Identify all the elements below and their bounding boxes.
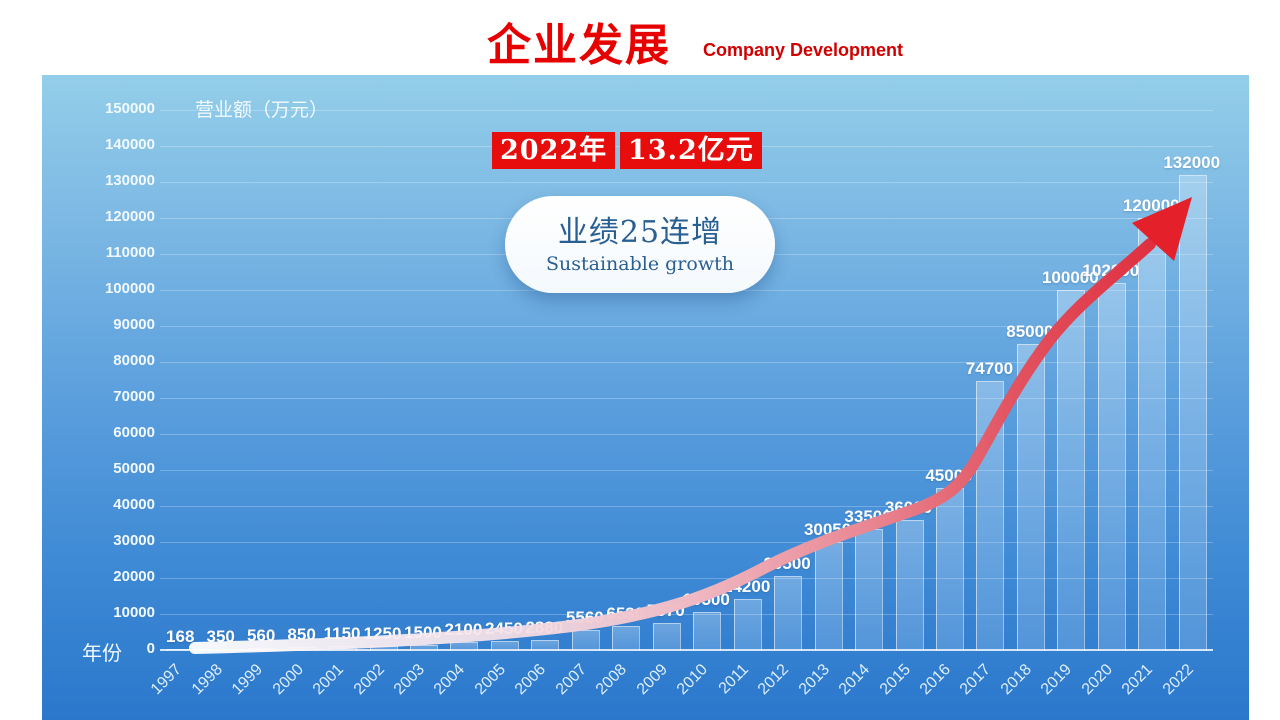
slide-header: 企业发展 Company Development [55, 4, 1280, 70]
y-tick-label: 30000 [113, 532, 155, 549]
bubble-title: 业绩25连增 [557, 214, 723, 250]
y-tick-label: 10000 [113, 604, 155, 621]
bar [774, 576, 803, 651]
y-tick-label: 70000 [113, 388, 155, 405]
y-tick-label: 60000 [113, 424, 155, 441]
x-tick-label: 2022 [1159, 661, 1197, 699]
grid-line [160, 362, 1213, 363]
x-axis-title: 年份 [82, 643, 122, 665]
grid-line [160, 182, 1213, 183]
growth-bubble: 业绩25连增 Sustainable growth [505, 196, 775, 293]
grid-line [160, 110, 1213, 111]
page-subtitle: Company Development [702, 40, 904, 60]
page-title: 企业发展 [486, 20, 671, 70]
y-tick-label: 40000 [113, 496, 155, 513]
bar [288, 646, 317, 651]
x-tick-label: 1997 [148, 661, 186, 699]
bar [571, 629, 600, 651]
growth-arrow-curve [189, 238, 1156, 654]
y-tick-label: 50000 [113, 460, 155, 477]
bar-value-label: 132000 [1163, 152, 1221, 172]
bar [1016, 344, 1045, 651]
bar [329, 645, 358, 651]
bar [1178, 174, 1207, 651]
bubble-subtitle: Sustainable growth [546, 252, 734, 275]
bar [1138, 218, 1167, 651]
bar [855, 529, 884, 651]
bar [1097, 282, 1126, 651]
bar [693, 612, 722, 651]
y-tick-label: 90000 [113, 316, 155, 333]
grid-line [160, 434, 1213, 435]
grid-line [160, 578, 1213, 579]
grid-line [160, 470, 1213, 471]
bar [652, 622, 681, 651]
bar [895, 520, 924, 651]
x-axis-line [160, 649, 1213, 651]
bar [450, 642, 479, 651]
bar [1057, 290, 1086, 651]
y-tick-label: 0 [146, 640, 155, 657]
bar [167, 649, 196, 651]
bar [248, 647, 277, 651]
y-tick-label: 100000 [104, 280, 155, 297]
y-tick-label: 20000 [113, 568, 155, 585]
amount-callout: 13.2亿元 [620, 132, 762, 169]
bar [490, 641, 519, 651]
bar-value-label: 168 [166, 627, 195, 646]
bar [531, 639, 560, 651]
grid-line [160, 398, 1213, 399]
bar [935, 488, 964, 651]
y-axis-title: 营业额（万元） [195, 100, 329, 121]
year-callout: 2022年 [492, 132, 616, 169]
chart-panel: 营业额（万元） 年份 0 10000 20000 30000 40000 50000 600… [42, 75, 1249, 720]
bar [207, 648, 236, 651]
y-tick-label: 130000 [104, 172, 155, 189]
y-tick-label: 140000 [104, 136, 155, 153]
bar [409, 644, 438, 651]
y-tick-label: 150000 [104, 100, 155, 117]
bar [733, 598, 762, 651]
y-tick-label: 110000 [105, 244, 155, 261]
bar [369, 645, 398, 651]
y-tick-label: 80000 [113, 352, 155, 369]
bar [612, 626, 641, 651]
bar [814, 541, 843, 651]
grid-line [160, 542, 1213, 543]
bar [976, 381, 1005, 651]
y-tick-label: 120000 [104, 208, 155, 225]
grid-line [160, 506, 1213, 507]
